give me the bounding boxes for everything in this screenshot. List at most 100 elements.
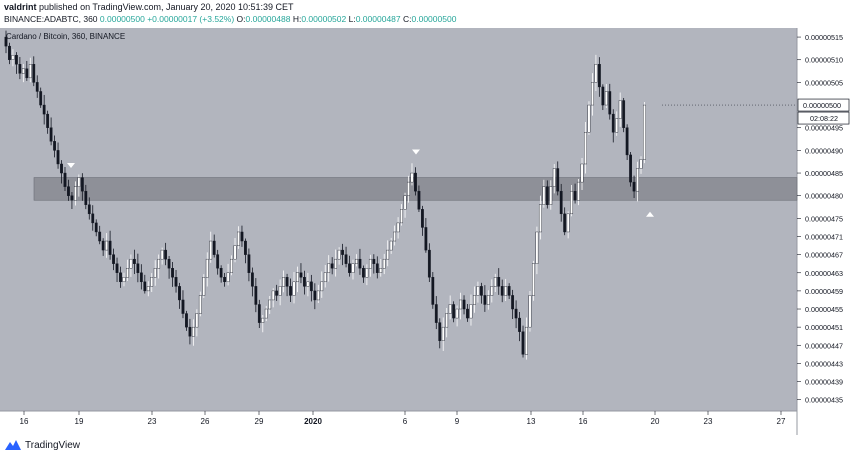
candle	[365, 264, 369, 286]
candle	[313, 283, 317, 310]
candle	[597, 57, 601, 97]
candle-body	[108, 240, 112, 255]
down-arrow-marker	[67, 163, 75, 169]
candle	[431, 272, 435, 309]
candle	[132, 249, 136, 275]
chart-header: valdrint published on TradingView.com, J…	[0, 0, 850, 28]
candle-body	[289, 286, 292, 296]
last-price-box	[797, 98, 850, 112]
candle-body	[577, 181, 580, 201]
candle	[466, 303, 469, 322]
candle	[254, 278, 258, 313]
candle	[611, 109, 615, 143]
candle	[490, 279, 494, 303]
candlestick-chart[interactable]: Cardano / Bitcoin, 360, BINANCE 0.000005…	[0, 28, 850, 435]
candle-body	[223, 277, 227, 283]
candle	[552, 164, 556, 194]
candle-body	[587, 104, 591, 133]
candle	[80, 173, 84, 201]
candle-body	[94, 222, 98, 233]
candle	[528, 290, 532, 332]
candle	[497, 268, 501, 295]
candle-body	[375, 263, 379, 273]
candle	[563, 207, 567, 236]
candle	[625, 124, 629, 161]
candle-body	[292, 281, 296, 296]
candle-body	[87, 204, 91, 215]
candle-body	[601, 86, 605, 106]
candle-body	[358, 258, 362, 269]
candle-body	[341, 249, 344, 255]
x-tick-label: 23	[148, 417, 157, 426]
candle-body	[181, 299, 185, 314]
candle-body	[21, 68, 25, 74]
candle	[87, 197, 91, 220]
countdown-label: 02:08:22	[810, 114, 838, 123]
candle-body	[549, 186, 553, 205]
candle-body	[4, 36, 8, 47]
candle	[441, 317, 445, 351]
candle-body	[500, 286, 504, 296]
y-tick-label: 0.00000485	[805, 169, 843, 178]
candle	[21, 64, 25, 83]
candle	[8, 42, 11, 65]
candle	[303, 270, 306, 295]
low-value: 0.00000487	[355, 14, 401, 24]
candle	[257, 299, 261, 328]
candle-body	[448, 304, 452, 314]
candle	[84, 184, 88, 210]
candle	[181, 290, 185, 319]
candle	[212, 234, 216, 258]
candle-body	[396, 222, 400, 233]
y-tick-label: 0.00000451	[805, 323, 843, 332]
candle-body	[511, 295, 515, 310]
candle	[518, 311, 521, 342]
candle	[42, 94, 46, 125]
candle-body	[625, 127, 629, 156]
candle	[278, 279, 282, 306]
candle-body	[143, 281, 147, 292]
candle	[126, 259, 129, 281]
candle-body	[313, 290, 317, 301]
candle-body	[271, 290, 275, 301]
candle-body	[459, 299, 462, 310]
candle-body	[60, 163, 63, 174]
candle-body	[504, 286, 508, 296]
candle-body	[139, 272, 143, 283]
candle-body	[355, 258, 358, 264]
time-scale-background	[0, 411, 797, 435]
candle-body	[56, 150, 60, 165]
y-tick-label: 0.00000495	[805, 124, 843, 133]
tradingview-logo[interactable]: TradingView	[4, 438, 80, 452]
candle-body	[514, 308, 518, 319]
author-name[interactable]: valdrint	[4, 2, 37, 12]
candle-body	[490, 286, 494, 296]
candle	[223, 272, 227, 287]
x-tick-label: 9	[455, 417, 460, 426]
chart-area[interactable]: Cardano / Bitcoin, 360, BINANCE 0.000005…	[0, 28, 850, 435]
candle	[538, 195, 542, 240]
candle	[226, 263, 230, 286]
candle-body	[643, 104, 646, 160]
y-tick-label: 0.00000471	[805, 232, 843, 241]
candle-body	[431, 277, 435, 305]
candle	[455, 305, 459, 327]
candle	[264, 305, 268, 322]
candle-body	[438, 322, 442, 341]
candle-body	[67, 186, 70, 196]
candle-body	[386, 249, 390, 260]
candle	[282, 270, 285, 293]
candle	[67, 179, 70, 201]
y-tick-label: 0.00000435	[805, 396, 843, 405]
candle	[629, 152, 633, 187]
candle	[240, 225, 244, 247]
candle	[32, 56, 36, 87]
candle-body	[441, 326, 445, 341]
candle	[108, 230, 112, 260]
candle-body	[473, 295, 476, 305]
candle	[386, 240, 390, 267]
candle-body	[122, 277, 126, 283]
candle	[115, 257, 119, 283]
candle-body	[573, 190, 577, 201]
candle-body	[296, 272, 299, 283]
